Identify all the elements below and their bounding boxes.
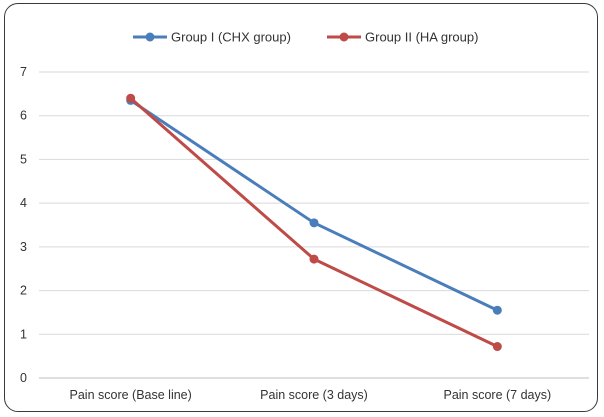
data-point [309,254,319,264]
data-point [492,342,502,352]
series-2 [126,93,502,352]
y-tick-label: 3 [20,240,27,254]
data-point [309,218,319,228]
legend-swatch-marker [339,32,349,42]
data-point [126,93,136,103]
y-tick-label: 1 [20,327,27,341]
x-axis-category-labels: Pain score (Base line) Pain score (3 days… [70,388,552,402]
gridlines [39,71,589,379]
y-tick-label: 4 [20,196,27,210]
x-category-label: Pain score (7 days) [443,388,551,402]
legend-label: Group I (CHX group) [171,30,291,45]
series-lines [126,93,502,352]
x-category-label: Pain score (3 days) [260,388,368,402]
series-line [129,99,498,312]
y-tick-label: 7 [20,65,27,79]
y-axis-tick-labels: 0 1 2 3 4 5 6 7 [20,65,27,385]
series-1 [126,95,502,315]
legend-item-2: Group II (HA group) [327,30,478,45]
legend-swatch-marker [145,32,155,42]
legend-item-1: Group I (CHX group) [133,30,291,45]
y-tick-label: 0 [20,371,27,385]
legend-label: Group II (HA group) [365,30,478,45]
data-point [492,305,502,315]
x-category-label: Pain score (Base line) [70,388,192,402]
y-tick-label: 2 [20,284,27,298]
y-tick-label: 6 [20,109,27,123]
y-tick-label: 5 [20,152,27,166]
legend: Group I (CHX group) Group II (HA group) [133,30,478,45]
